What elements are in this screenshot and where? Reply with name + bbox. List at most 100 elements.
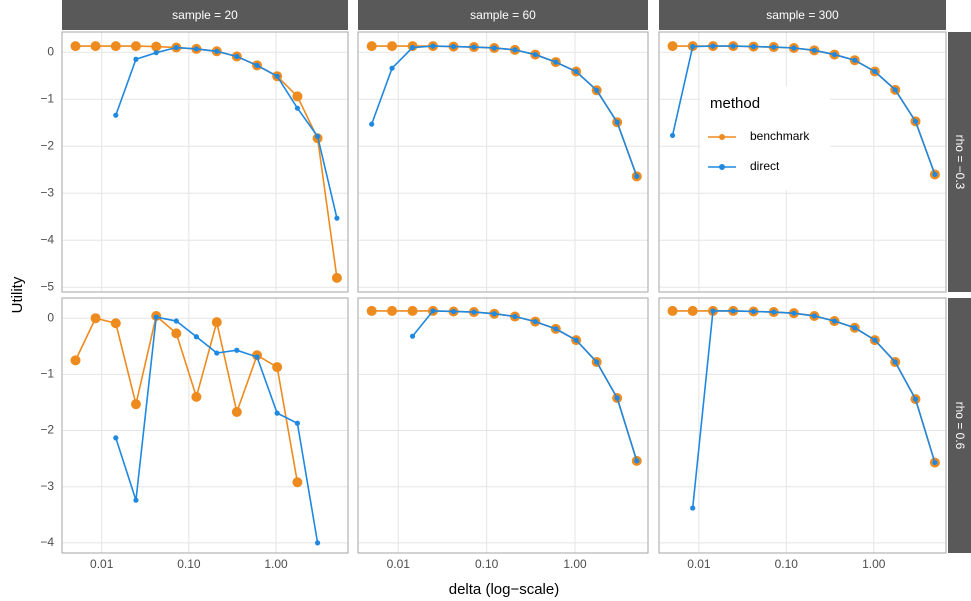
x-tick-label: 0.10: [177, 557, 201, 571]
point: [254, 62, 260, 68]
point: [153, 50, 159, 56]
point: [450, 43, 457, 50]
column-strip-label: sample = 20: [172, 8, 238, 22]
point: [687, 305, 698, 316]
point: [771, 44, 777, 50]
point: [852, 325, 858, 331]
legend-title: method: [710, 95, 760, 112]
point: [409, 333, 416, 339]
point: [690, 505, 696, 511]
panel-background: [358, 32, 648, 292]
point: [292, 91, 303, 102]
strip-background: [948, 32, 971, 292]
point: [254, 354, 260, 360]
line: [115, 46, 338, 219]
point: [407, 305, 418, 316]
point: [471, 309, 477, 315]
point: [331, 272, 342, 283]
point: [852, 57, 858, 63]
y-tick-label: 0: [47, 44, 54, 58]
panel-border: [658, 297, 947, 554]
point: [667, 41, 678, 52]
legend: method benchmark direct: [700, 86, 830, 190]
point: [811, 313, 817, 319]
point: [133, 56, 139, 62]
point: [471, 44, 477, 50]
point: [214, 48, 220, 54]
line: [411, 310, 638, 462]
legend-label: benchmark: [750, 129, 810, 143]
panel-border: [357, 31, 649, 293]
panel: [61, 31, 349, 293]
point: [430, 308, 436, 314]
x-tick-label: 1.00: [563, 557, 587, 571]
strip-background: [948, 298, 971, 553]
strip-background: [659, 0, 946, 30]
point: [614, 119, 620, 125]
y-tick-label: −4: [40, 535, 54, 549]
x-tick-label: 1.00: [862, 557, 886, 571]
panel: [61, 297, 349, 554]
point: [274, 410, 280, 416]
line: [671, 45, 936, 175]
point: [234, 347, 240, 353]
point: [133, 497, 139, 503]
point: [892, 359, 898, 365]
point: [387, 41, 398, 52]
x-tick-label: 0.01: [387, 557, 411, 571]
y-tick-label: −1: [40, 91, 54, 105]
point: [932, 459, 938, 466]
point: [491, 45, 497, 51]
point: [334, 215, 340, 221]
point: [634, 458, 640, 464]
point: [811, 47, 817, 53]
point: [110, 41, 121, 52]
point: [912, 396, 919, 402]
point: [90, 313, 101, 324]
point: [771, 309, 777, 315]
line: [370, 45, 638, 177]
legend-label: direct: [750, 159, 780, 173]
point: [389, 65, 395, 71]
legend-marker: [719, 164, 725, 170]
point: [314, 133, 321, 139]
point: [130, 399, 141, 410]
point: [294, 420, 301, 426]
point: [730, 308, 736, 314]
point: [231, 407, 242, 418]
x-tick-label: 0.01: [687, 557, 711, 571]
point: [553, 326, 559, 332]
point: [491, 311, 497, 317]
point: [171, 328, 182, 339]
point: [634, 173, 640, 179]
point: [234, 53, 240, 60]
point: [294, 105, 301, 111]
point: [430, 43, 436, 49]
point: [932, 171, 938, 178]
point: [872, 68, 878, 75]
panel-border: [61, 297, 349, 554]
strip-background: [62, 0, 348, 30]
x-tick-label: 0.10: [775, 557, 799, 571]
point: [450, 308, 457, 315]
panel-background: [62, 32, 348, 292]
point: [214, 350, 220, 356]
y-tick-label: −2: [40, 423, 54, 437]
point: [113, 435, 119, 441]
point: [532, 318, 538, 325]
y-tick-label: −2: [40, 138, 54, 152]
panel-border: [61, 31, 349, 293]
point: [594, 359, 600, 365]
panel-background: [358, 298, 648, 553]
point: [791, 310, 797, 316]
y-tick-label: −3: [40, 479, 54, 493]
panel-border: [658, 31, 947, 293]
point: [70, 355, 81, 366]
point: [173, 44, 179, 51]
y-tick-label: 0: [47, 310, 54, 324]
x-tick-label: 0.10: [475, 557, 499, 571]
point: [831, 318, 838, 324]
legend-marker: [719, 134, 725, 140]
point: [130, 41, 141, 52]
